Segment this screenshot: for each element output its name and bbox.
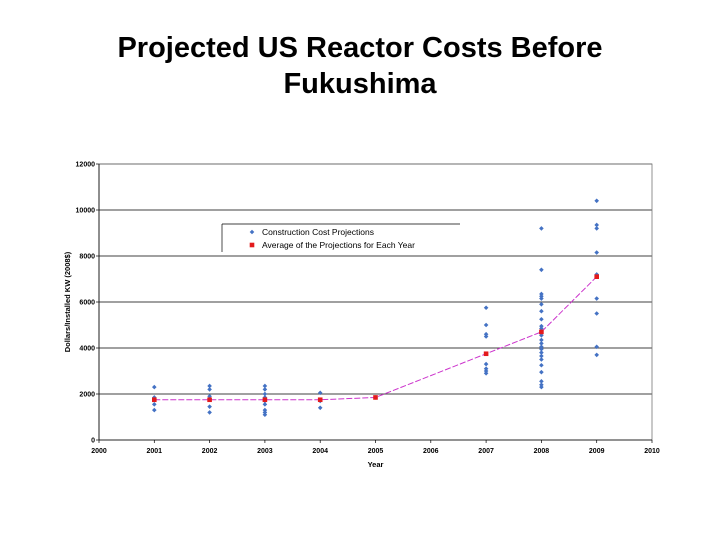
projection-point xyxy=(539,308,544,314)
projection-point xyxy=(262,383,268,389)
x-tick-label: 2009 xyxy=(589,448,605,455)
x-axis-title: Year xyxy=(368,460,384,469)
projection-point xyxy=(262,412,268,417)
x-tick-label: 2000 xyxy=(91,448,107,455)
projection-point xyxy=(539,362,544,368)
projection-point xyxy=(539,341,544,346)
projection-point xyxy=(152,384,157,390)
projection-point xyxy=(539,369,544,375)
projection-point xyxy=(207,383,212,389)
y-tick-label: 0 xyxy=(91,438,95,445)
x-tick-label: 2007 xyxy=(478,448,494,455)
projection-point xyxy=(539,346,544,352)
x-tick-label: 2008 xyxy=(534,448,550,455)
projection-point xyxy=(207,387,212,392)
x-tick-label: 2003 xyxy=(257,448,273,455)
legend-marker-average xyxy=(249,242,255,248)
y-tick-label: 10000 xyxy=(76,208,96,215)
projection-point xyxy=(539,350,544,355)
projection-point xyxy=(594,222,599,228)
projection-point xyxy=(483,305,489,311)
projection-point xyxy=(539,267,544,273)
projection-point xyxy=(539,226,544,231)
legend-box xyxy=(222,224,460,252)
projection-point xyxy=(483,334,489,339)
projection-point xyxy=(207,394,212,399)
average-point xyxy=(594,274,599,279)
projection-point xyxy=(262,402,268,407)
projection-point xyxy=(594,296,599,301)
legend-label-average: Average of the Projections for Each Year xyxy=(262,240,415,250)
legend-marker-projections xyxy=(249,229,255,235)
x-tick-label: 2010 xyxy=(644,448,660,455)
projection-point xyxy=(539,384,544,390)
projection-point xyxy=(539,357,544,362)
projection-point xyxy=(483,361,489,367)
projection-point xyxy=(539,302,544,307)
projection-point xyxy=(317,390,323,396)
average-point xyxy=(373,395,378,400)
projection-point xyxy=(594,250,599,255)
x-tick-label: 2002 xyxy=(202,448,218,455)
projection-point xyxy=(152,407,157,413)
average-point xyxy=(152,397,157,403)
y-tick-label: 6000 xyxy=(79,300,95,307)
projection-point xyxy=(539,296,544,301)
y-axis-title: Dollars/Installed KW (2008$) xyxy=(63,251,72,352)
projection-point xyxy=(483,322,489,328)
projection-point xyxy=(207,410,212,415)
y-tick-label: 12000 xyxy=(76,162,96,169)
slide-title-line-1: Projected US Reactor Costs Before xyxy=(117,32,603,64)
average-point xyxy=(207,397,212,403)
projection-point xyxy=(594,311,599,316)
average-point xyxy=(317,397,323,403)
projection-point xyxy=(317,405,323,411)
projection-point xyxy=(594,226,599,231)
projection-point xyxy=(594,344,599,350)
y-tick-label: 8000 xyxy=(79,254,95,261)
projection-point xyxy=(594,352,599,358)
slide-title-line-2: Fukushima xyxy=(283,68,437,100)
projection-point xyxy=(152,402,157,407)
projection-point xyxy=(262,391,268,397)
average-point xyxy=(262,397,268,403)
projection-point xyxy=(539,353,544,359)
projection-point xyxy=(539,379,544,384)
average-point xyxy=(483,351,489,357)
legend-label-projections: Construction Cost Projections xyxy=(262,227,374,237)
projection-point xyxy=(539,316,544,322)
x-tick-label: 2006 xyxy=(423,448,439,455)
slide-title: Projected US Reactor Costs Before Fukush… xyxy=(0,30,720,102)
x-tick-label: 2004 xyxy=(312,448,328,455)
average-point xyxy=(539,329,544,335)
projection-point xyxy=(483,371,489,376)
projection-point xyxy=(539,337,544,343)
y-tick-label: 4000 xyxy=(79,346,95,353)
x-tick-label: 2005 xyxy=(368,448,384,455)
projection-point xyxy=(207,404,212,409)
average-trend-line xyxy=(154,276,598,401)
x-tick-label: 2001 xyxy=(147,448,163,455)
y-tick-label: 2000 xyxy=(79,392,95,399)
projection-point xyxy=(262,387,268,392)
projection-point xyxy=(594,198,599,204)
